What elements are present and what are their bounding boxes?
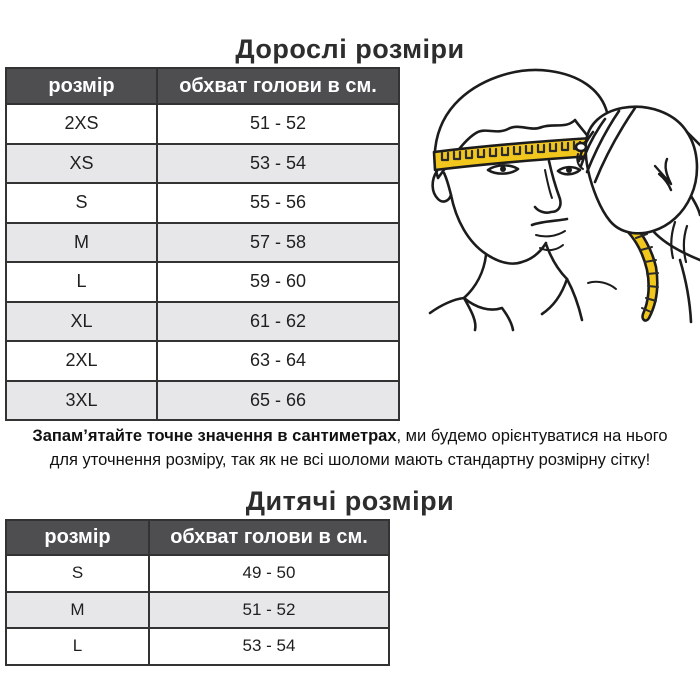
note-text-line2: для уточнення розміру, так як не всі шол… xyxy=(49,450,651,469)
range-cell: 49 - 50 xyxy=(148,554,390,593)
table-row: XS 53 - 54 xyxy=(5,142,400,184)
range-cell: 57 - 58 xyxy=(156,221,400,263)
table-row: L 53 - 54 xyxy=(5,627,390,666)
children-size-table: розмір обхват голови в см. S 49 - 50 M 51 … xyxy=(5,519,390,666)
table-row: 2XL 63 - 64 xyxy=(5,340,400,382)
table-header-row: розмір обхват голови в см. xyxy=(5,519,390,556)
tape-end xyxy=(624,220,659,322)
size-cell: 2XL xyxy=(5,340,158,382)
size-cell: XS xyxy=(5,142,158,184)
size-cell: S xyxy=(5,182,158,224)
range-cell: 65 - 66 xyxy=(156,379,400,421)
size-cell: L xyxy=(5,627,150,666)
range-cell: 53 - 54 xyxy=(148,627,390,666)
adult-size-table: розмір обхват голови в см. 2XS 51 - 52 XS… xyxy=(5,67,400,421)
jaw xyxy=(449,193,548,265)
table-row: M 51 - 52 xyxy=(5,590,390,629)
table-row: 3XL 65 - 66 xyxy=(5,379,400,421)
size-cell: XL xyxy=(5,300,158,342)
range-cell: 59 - 60 xyxy=(156,261,400,303)
size-cell: 3XL xyxy=(5,379,158,421)
size-cell: S xyxy=(5,554,150,593)
range-cell: 55 - 56 xyxy=(156,182,400,224)
range-cell: 61 - 62 xyxy=(156,300,400,342)
size-cell: M xyxy=(5,221,158,263)
table-row: 2XS 51 - 52 xyxy=(5,103,400,145)
circumference-column-header: обхват голови в см. xyxy=(148,519,390,556)
size-cell: 2XS xyxy=(5,103,158,145)
note-bold-text: Запам’ятайте точне значення в сантиметра… xyxy=(32,426,397,445)
size-column-header: розмір xyxy=(5,519,150,556)
range-cell: 51 - 52 xyxy=(148,590,390,629)
table-row: S 55 - 56 xyxy=(5,182,400,224)
ear xyxy=(431,169,453,203)
table-row: M 57 - 58 xyxy=(5,221,400,263)
range-cell: 51 - 52 xyxy=(156,103,400,145)
table-header-row: розмір обхват голови в см. xyxy=(5,67,400,105)
page-title-adult: Дорослі розміри xyxy=(235,34,465,65)
page-title-children: Дитячі розміри xyxy=(245,486,455,517)
size-cell: M xyxy=(5,590,150,629)
note-text-line1: , ми будемо орієнтуватися на нього xyxy=(396,426,668,445)
range-cell: 53 - 54 xyxy=(156,142,400,184)
table-row: L 59 - 60 xyxy=(5,261,400,303)
table-row: S 49 - 50 xyxy=(5,554,390,593)
head-measurement-illustration xyxy=(428,62,700,334)
measurement-note: Запам’ятайте точне значення в сантиметра… xyxy=(0,424,700,472)
table-row: XL 61 - 62 xyxy=(5,300,400,342)
size-cell: L xyxy=(5,261,158,303)
circumference-column-header: обхват голови в см. xyxy=(156,67,400,105)
size-column-header: розмір xyxy=(5,67,158,105)
range-cell: 63 - 64 xyxy=(156,340,400,382)
hand xyxy=(584,105,699,235)
